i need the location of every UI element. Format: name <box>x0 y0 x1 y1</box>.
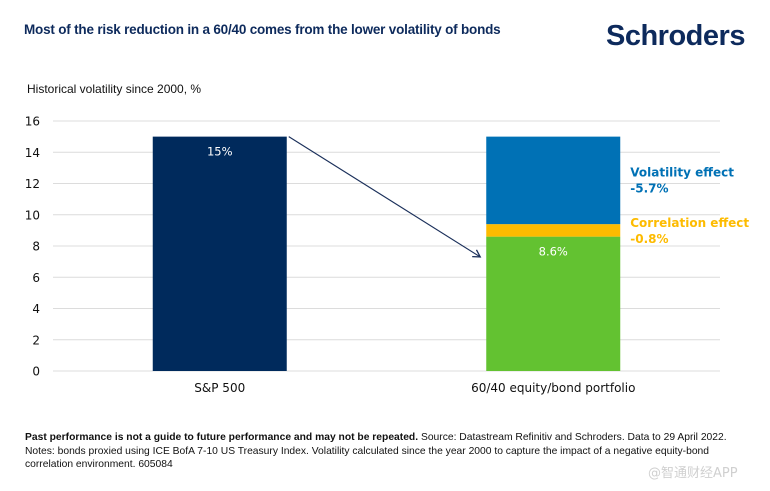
y-tick-label: 16 <box>25 115 40 129</box>
y-tick-label: 12 <box>25 177 40 191</box>
bar-correlation-effect <box>486 224 621 237</box>
watermark: @智通财经APP <box>648 466 738 481</box>
chart-plot: 0 2 4 6 8 10 12 14 16 15% 8.6% S&P 500 60/40 equit… <box>25 115 750 396</box>
y-tick-label: 8 <box>32 240 40 254</box>
y-tick-label: 14 <box>25 146 40 160</box>
bar-data-label: 15% <box>207 145 233 159</box>
y-tick-label: 0 <box>32 365 40 379</box>
arrow-annotation <box>288 136 482 258</box>
annotation-value: -5.7% <box>630 181 668 195</box>
bar-volatility-effect <box>486 136 621 225</box>
bar-60-40-volatility <box>486 236 621 371</box>
annotation-label: Volatility effect <box>630 165 734 179</box>
x-category-label: S&P 500 <box>194 381 245 395</box>
footnote-source: Source: Datastream Refinitiv and Schrode… <box>25 432 727 470</box>
footnote-disclaimer: Past performance is not a guide to futur… <box>25 432 419 443</box>
bar-s-p-500-volatility <box>152 136 287 371</box>
x-category-label: 60/40 equity/bond portfolio <box>471 381 635 395</box>
y-tick-label: 4 <box>32 302 40 316</box>
y-tick-label: 6 <box>32 271 40 285</box>
schroders-logo: Schroders <box>606 20 745 52</box>
footnote: Past performance is not a guide to futur… <box>25 431 755 472</box>
annotation-value: -0.8% <box>630 232 668 246</box>
y-tick-label: 10 <box>25 208 40 222</box>
y-tick-label: 2 <box>32 333 40 347</box>
annotation-label: Correlation effect <box>630 216 749 230</box>
bar-data-label: 8.6% <box>539 245 568 259</box>
y-axis-label: Historical volatility since 2000, % <box>27 82 202 96</box>
chart-title: Most of the risk reduction in a 60/40 co… <box>24 22 501 37</box>
